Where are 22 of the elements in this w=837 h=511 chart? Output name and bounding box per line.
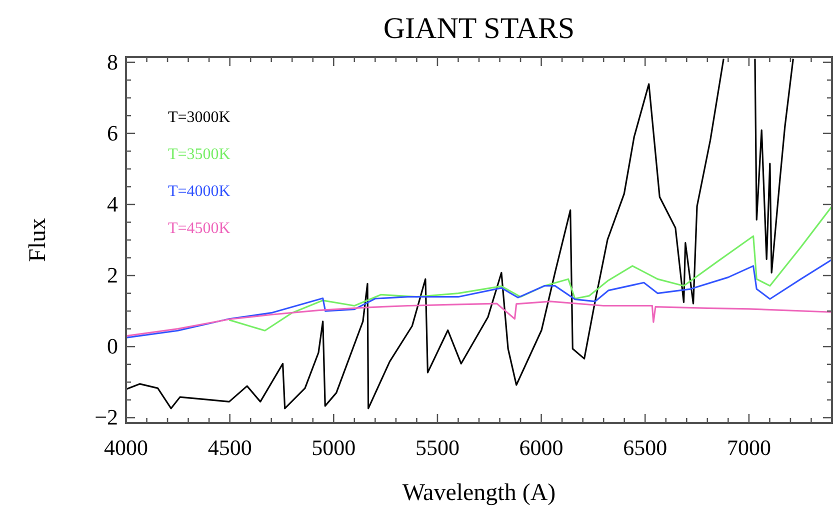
y-tick-label: −2 [94, 404, 118, 430]
x-tick-label: 6500 [623, 435, 668, 460]
text: T=3500K [168, 146, 231, 163]
x-tick-label: 7000 [726, 435, 771, 460]
y-tick-label: 8 [107, 49, 118, 74]
y-tick-label: 0 [107, 334, 118, 359]
y-tick-label: 4 [107, 191, 118, 216]
text: T=3000K [168, 109, 231, 126]
x-tick-label: 5500 [415, 435, 460, 460]
x-tick-label: 5000 [312, 435, 356, 460]
y-axis-title: Flux [25, 218, 51, 262]
x-tick-label: 4000 [104, 435, 148, 460]
x-tick-label: 6000 [519, 435, 564, 460]
text: T=4500K [168, 220, 231, 237]
y-tick-label: 2 [107, 262, 118, 288]
line-series [126, 300, 832, 337]
chart-title: GIANT STARS [383, 12, 575, 45]
y-tick-label: 6 [107, 120, 118, 146]
x-axis-title: Wavelength (A) [402, 480, 556, 506]
x-tick-label: 4500 [208, 435, 252, 460]
text: T=4000K [168, 183, 231, 200]
line-series [126, 258, 832, 339]
